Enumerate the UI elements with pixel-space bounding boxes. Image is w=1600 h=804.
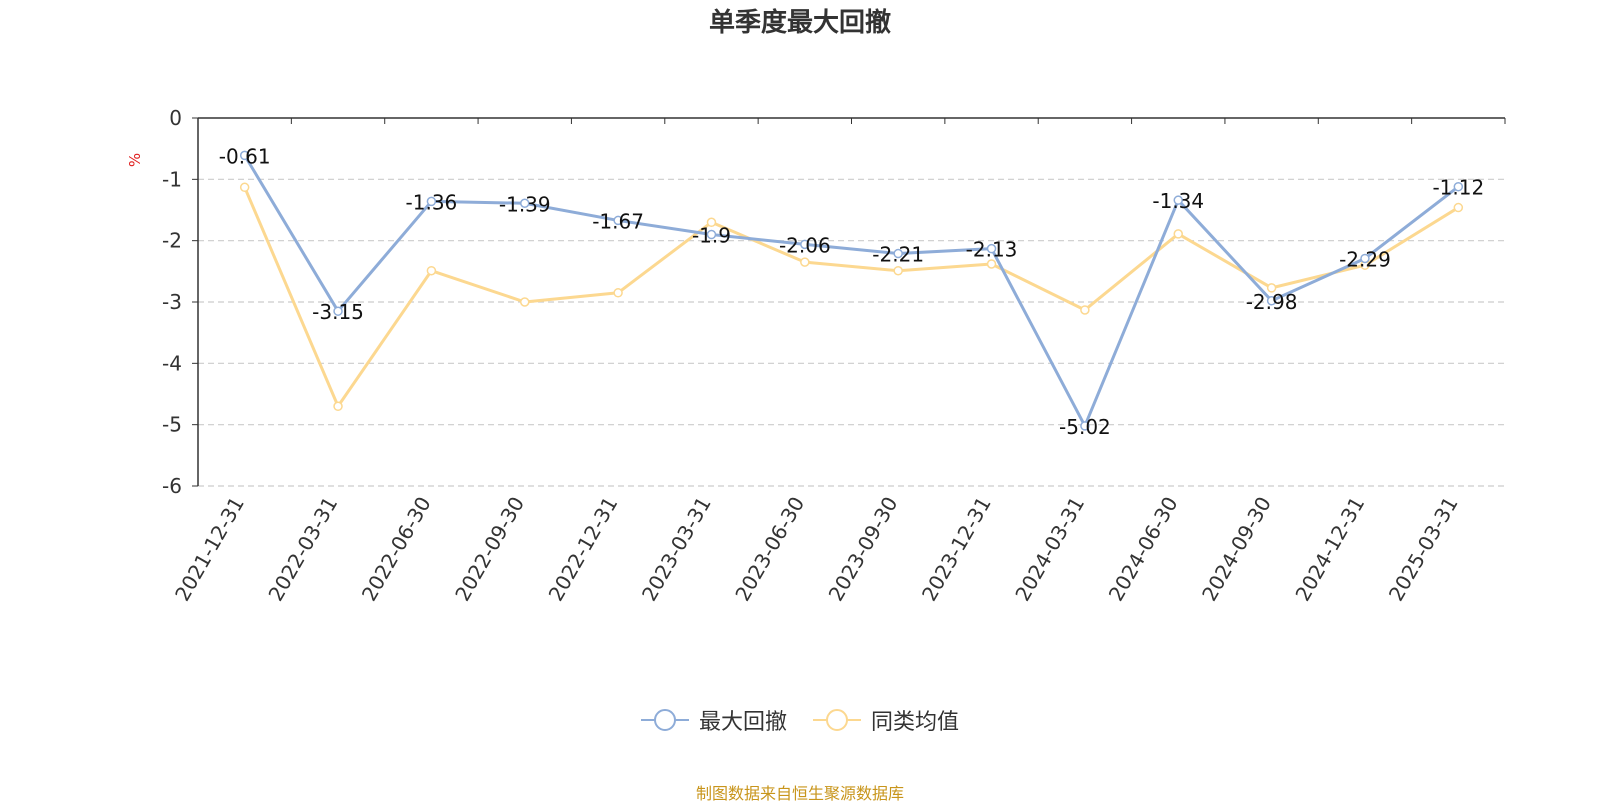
x-tick-label: 2022-12-31 (544, 493, 623, 606)
legend-swatch-max-drawdown-icon (640, 709, 689, 731)
x-tick-label: 2022-03-31 (263, 493, 342, 606)
x-tick-label: 2023-09-30 (824, 493, 903, 606)
data-label: -1.67 (592, 209, 644, 233)
x-tick-label: 2023-12-31 (917, 492, 996, 605)
data-label: -1.36 (406, 190, 458, 214)
data-point (1080, 421, 1090, 431)
x-tick-label: 2022-06-30 (357, 492, 436, 605)
data-label: -0.61 (219, 144, 271, 168)
chart-title: 单季度最大回撤 (708, 8, 891, 38)
y-tick-label: -5 (162, 413, 182, 437)
data-point (613, 215, 623, 226)
data-label: -2.13 (966, 238, 1018, 262)
data-point (1453, 181, 1464, 192)
legend-item-peer-average[interactable]: 同类均值 (813, 704, 959, 736)
y-tick-label: -6 (162, 474, 182, 498)
data-point (706, 217, 717, 228)
data-point (333, 401, 343, 412)
data-point (1266, 296, 1277, 306)
x-tick-label: 2022-09-30 (450, 493, 529, 606)
legend: 最大回撤 同类均值 (0, 704, 1600, 736)
x-tick-label: 2024-06-30 (1104, 493, 1183, 606)
data-point (1173, 229, 1183, 239)
data-point (986, 243, 997, 254)
x-tick-label: 2025-03-31 (1384, 493, 1463, 606)
y-tick-label: -2 (162, 229, 182, 253)
data-point (520, 297, 530, 307)
x-tick-label: 2024-09-30 (1197, 493, 1276, 606)
legend-label-peer-average: 同类均值 (871, 710, 960, 735)
data-label: -5.02 (1059, 415, 1111, 439)
data-label: -1.9 (692, 224, 731, 248)
x-tick-label: 2024-03-31 (1010, 493, 1089, 606)
data-point (613, 288, 623, 298)
y-tick-label: -1 (162, 167, 182, 191)
data-point (426, 196, 437, 207)
data-label: -1.39 (499, 192, 551, 216)
data-point (800, 257, 810, 267)
data-label: -1.34 (1152, 189, 1204, 213)
y-tick-label: -4 (162, 351, 182, 375)
series-line (243, 154, 1460, 428)
data-point (986, 259, 997, 269)
data-label: -1.12 (1432, 176, 1484, 200)
data-point (333, 306, 343, 316)
legend-label-max-drawdown: 最大回撤 (698, 710, 787, 735)
data-point (239, 182, 250, 193)
y-tick-label: 0 (169, 106, 182, 130)
data-point (1266, 283, 1277, 293)
data-point (520, 198, 530, 209)
data-label: -2.29 (1339, 247, 1391, 271)
y-axis-label: % (126, 153, 144, 167)
x-tick-label: 2021-12-31 (170, 493, 249, 606)
series-layer (239, 150, 1464, 431)
data-label: -2.06 (779, 233, 831, 257)
series-line (243, 186, 1460, 408)
x-tick-label: 2023-06-30 (730, 493, 809, 606)
data-point (1453, 202, 1464, 213)
y-tick-label: -3 (162, 290, 182, 314)
data-point (800, 239, 810, 250)
data-point (1173, 195, 1183, 205)
data-point (426, 265, 437, 276)
data-point (706, 229, 717, 240)
data-source-note: 制图数据来自恒生聚源数据库 (695, 784, 904, 803)
data-point (893, 265, 903, 276)
data-label: -2.98 (1246, 290, 1298, 314)
x-tick-label: 2024-12-31 (1290, 493, 1369, 606)
data-point (239, 150, 250, 161)
grid-lines (198, 178, 1505, 487)
data-labels: -0.61 -3.15 -1.36 -1.39 -1.67 -1.9 -2.06 -2.21 -… (219, 144, 1484, 438)
legend-item-max-drawdown[interactable]: 最大回撤 (640, 704, 787, 736)
data-point (1080, 305, 1090, 315)
data-point (1360, 253, 1370, 264)
x-tick-label: 2023-03-31 (637, 493, 716, 606)
legend-swatch-peer-average-icon (813, 709, 861, 731)
data-label: -2.21 (872, 243, 924, 267)
data-label: -3.15 (312, 300, 364, 324)
data-point (893, 248, 903, 259)
